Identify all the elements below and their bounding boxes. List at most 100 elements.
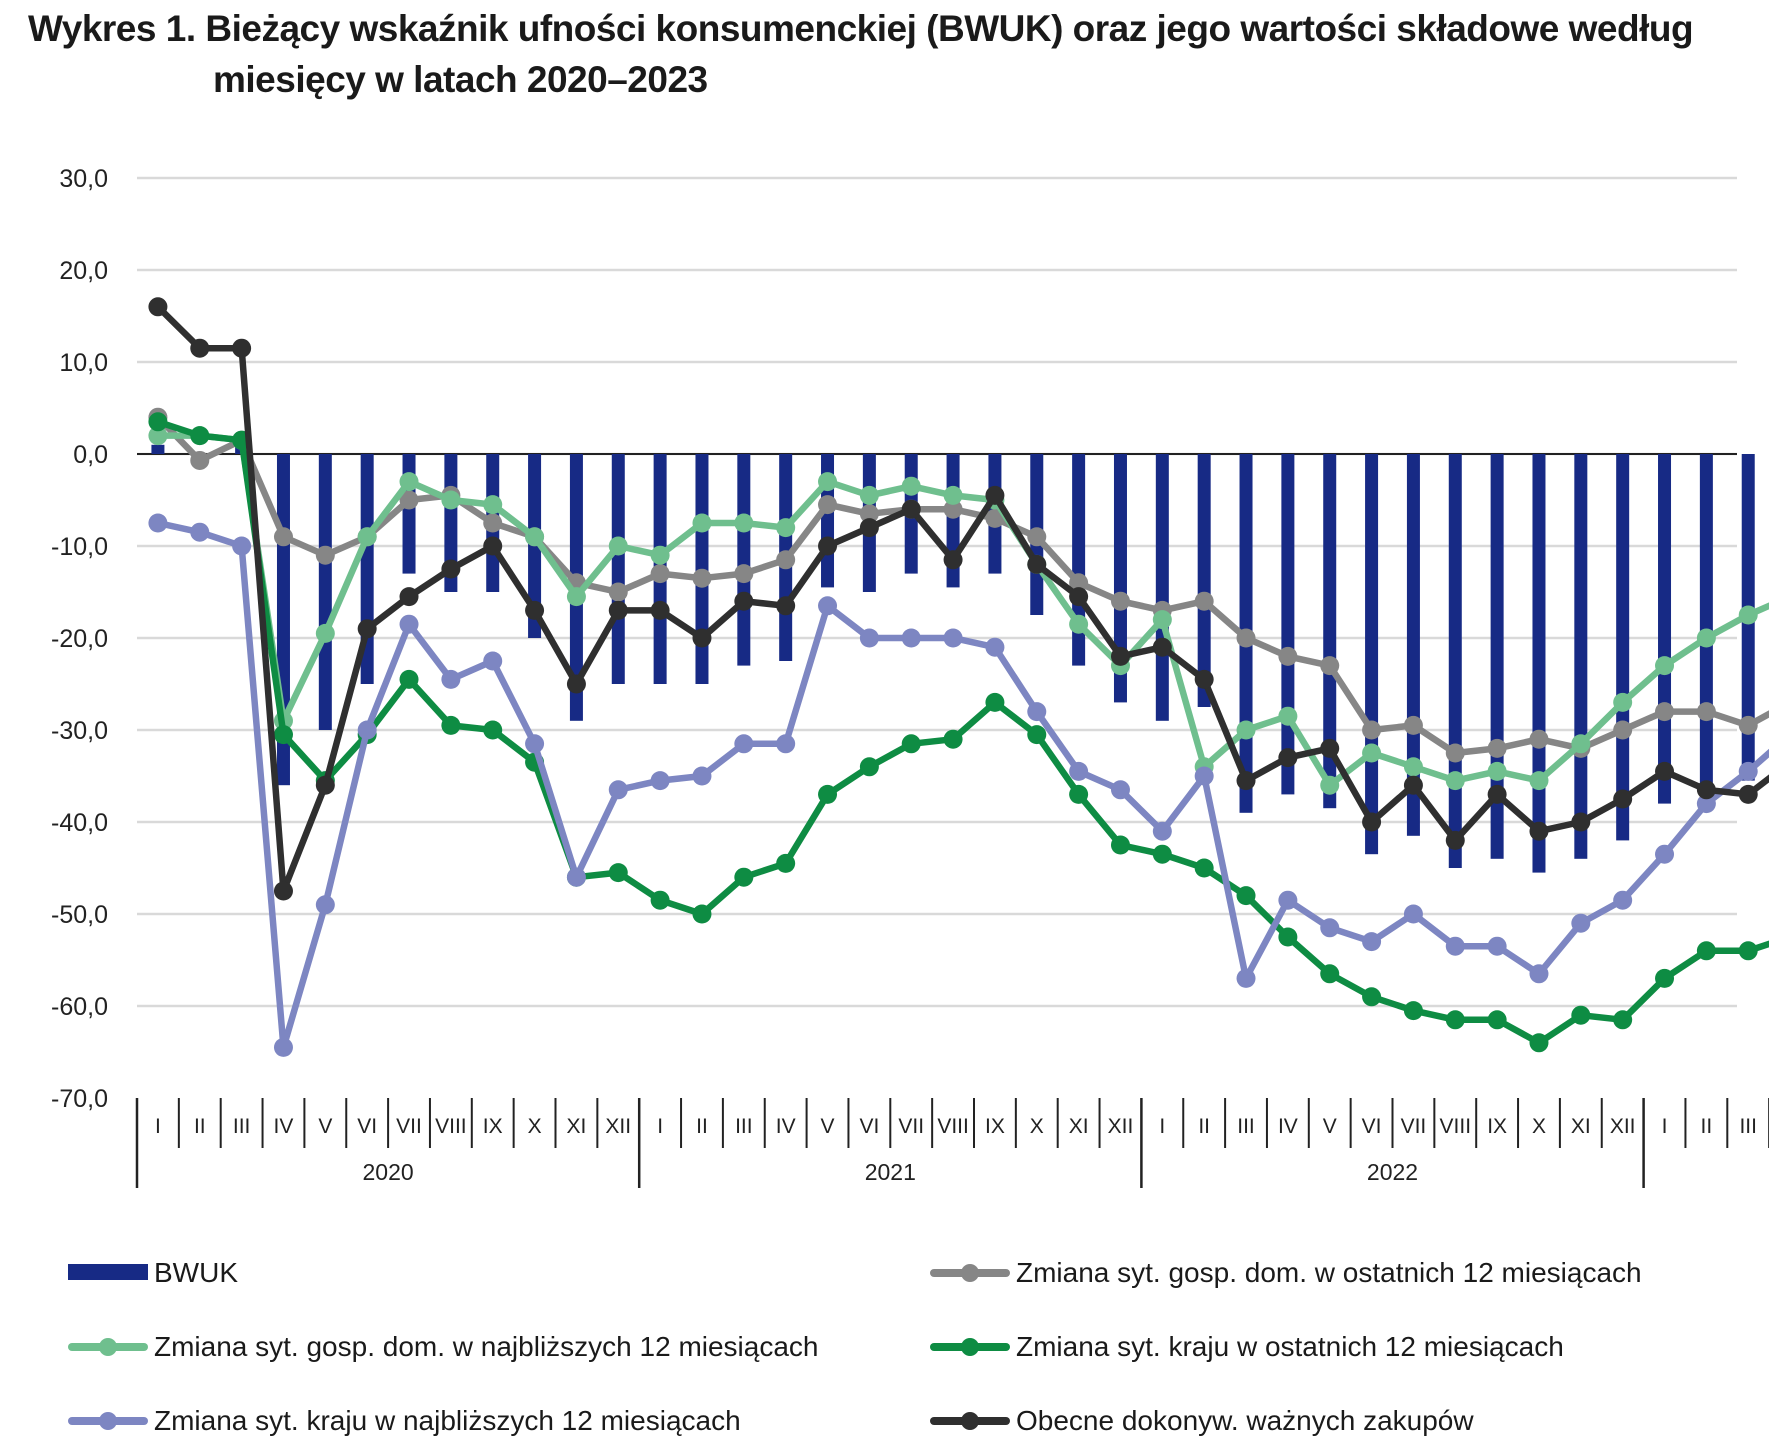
series-point — [608, 600, 628, 620]
x-month-label: IX — [985, 1115, 1005, 1138]
series-point — [1069, 614, 1089, 634]
series-point — [692, 568, 712, 588]
bwuk-bar — [402, 454, 416, 574]
y-tick-label: 10,0 — [59, 349, 108, 377]
series-point — [190, 522, 210, 542]
legend-item-gosp-dom-ostatnich: Zmiana syt. gosp. dom. w ostatnich 12 mi… — [930, 1257, 1642, 1289]
series-point — [943, 485, 963, 505]
series-point — [1069, 573, 1089, 593]
series-point — [1655, 844, 1675, 864]
series-point — [1403, 715, 1423, 735]
x-month-label: VI — [1362, 1115, 1382, 1138]
x-month-label: III — [1237, 1115, 1255, 1138]
series-4 — [148, 297, 1769, 901]
x-month-label: VIII — [937, 1115, 969, 1138]
x-month-label: XI — [1069, 1115, 1089, 1138]
legend-label: Obecne dokonyw. ważnych zakupów — [1016, 1405, 1474, 1436]
series-point — [650, 600, 670, 620]
legend-label: Zmiana syt. gosp. dom. w najbliższych 12… — [154, 1331, 819, 1362]
x-month-label: III — [1739, 1115, 1757, 1138]
legend-label: Zmiana syt. gosp. dom. w ostatnich 12 mi… — [1016, 1257, 1642, 1288]
series-point — [1445, 830, 1465, 850]
series-point — [1362, 812, 1382, 832]
series-point — [1445, 1010, 1465, 1030]
series-point — [1487, 1010, 1507, 1030]
series-point — [273, 725, 293, 745]
bwuk-bar — [1113, 454, 1127, 703]
bwuk-bar — [318, 454, 332, 730]
chart-title-line-1: Wykres 1. Bieżący wskaźnik ufności konsu… — [28, 8, 1694, 49]
series-point — [1613, 890, 1633, 910]
series-point — [1278, 890, 1298, 910]
series-point — [1278, 748, 1298, 768]
series-point — [985, 637, 1005, 657]
series-point — [1529, 1033, 1549, 1053]
series-point — [441, 490, 461, 510]
series-point — [1738, 761, 1758, 781]
series-point — [232, 536, 252, 556]
series-point — [1738, 715, 1758, 735]
x-month-label: II — [1701, 1115, 1713, 1138]
series-point — [776, 596, 796, 616]
series-point — [985, 485, 1005, 505]
legend-line-swatch — [68, 1406, 148, 1436]
x-year-label: 2022 — [1367, 1159, 1418, 1185]
x-month-label: VIII — [1440, 1115, 1472, 1138]
series-point — [1194, 766, 1214, 786]
series-point — [1362, 932, 1382, 952]
x-month-label: XII — [605, 1115, 631, 1138]
series-point — [1194, 591, 1214, 611]
series-point — [1362, 987, 1382, 1007]
series-point — [943, 628, 963, 648]
bwuk-bar — [1072, 454, 1086, 666]
x-month-label: X — [528, 1115, 542, 1138]
series-3 — [148, 513, 1769, 1057]
legend-label: BWUK — [154, 1257, 238, 1288]
x-month-label: II — [1198, 1115, 1210, 1138]
series-point — [566, 674, 586, 694]
y-tick-label: 30,0 — [59, 165, 108, 193]
series-point — [1403, 757, 1423, 777]
series-point — [901, 734, 921, 754]
series-point — [1362, 720, 1382, 740]
x-year-label: 2021 — [865, 1159, 916, 1185]
x-month-label: VI — [357, 1115, 377, 1138]
x-month-label: III — [735, 1115, 753, 1138]
bwuk-bar — [1448, 454, 1462, 868]
x-month-label: X — [1532, 1115, 1546, 1138]
series-point — [1445, 743, 1465, 763]
series-point — [357, 720, 377, 740]
y-tick-label: -20,0 — [51, 625, 108, 653]
series-point — [859, 757, 879, 777]
y-tick-label: 20,0 — [59, 257, 108, 285]
bwuk-bar — [1574, 454, 1588, 859]
bwuk-bar — [1699, 454, 1713, 786]
series-point — [1529, 821, 1549, 841]
series-point — [1320, 918, 1340, 938]
y-tick-label: -70,0 — [51, 1085, 108, 1113]
series-point — [190, 426, 210, 446]
series-point — [1529, 729, 1549, 749]
series-point — [1362, 743, 1382, 763]
series-point — [818, 784, 838, 804]
series-point — [859, 485, 879, 505]
chart-area: 30,0 20,0 10,0 0,0 -10,0 -20,0 -30,0 -40,0 -50,0… — [51, 165, 1769, 1188]
series-point — [818, 536, 838, 556]
series-line — [154, 519, 1769, 1051]
series-point — [1194, 858, 1214, 878]
series-point — [148, 412, 168, 432]
series-point — [1445, 771, 1465, 791]
series-point — [1152, 637, 1172, 657]
series-point — [734, 734, 754, 754]
series-point — [1613, 720, 1633, 740]
x-month-label: VII — [898, 1115, 924, 1138]
series-point — [1236, 720, 1256, 740]
bwuk-bar — [737, 454, 751, 666]
series-point — [1320, 738, 1340, 758]
series-point — [1487, 761, 1507, 781]
series-point — [1738, 784, 1758, 804]
y-tick-label: -50,0 — [51, 901, 108, 929]
chart-title-line-2: miesięcy w latach 2020–2023 — [213, 59, 708, 100]
series-point — [943, 729, 963, 749]
series-point — [1571, 913, 1591, 933]
